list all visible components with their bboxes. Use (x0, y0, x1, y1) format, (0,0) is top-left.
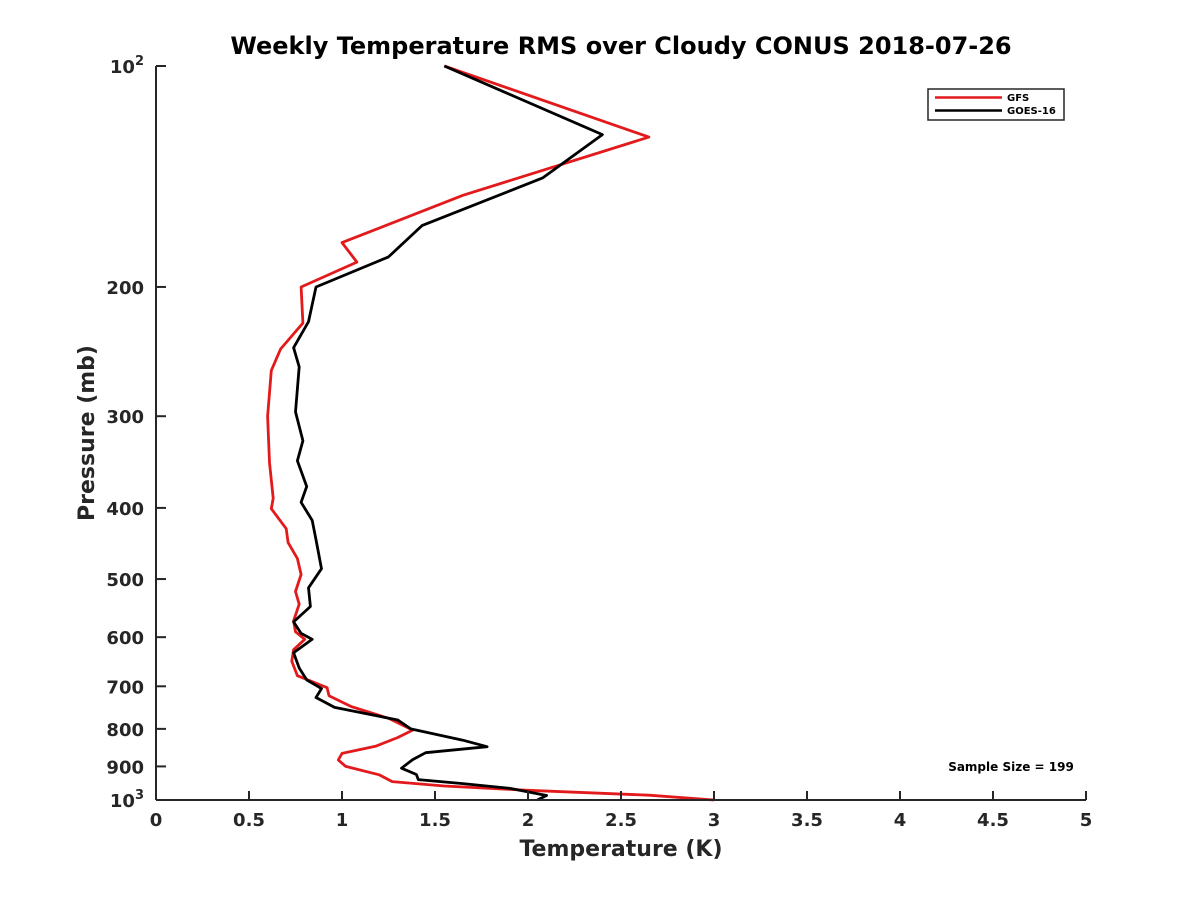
y-tick-label: 700 (106, 677, 144, 698)
y-tick-label: 300 (106, 407, 144, 428)
sample-size-annotation: Sample Size = 199 (948, 760, 1074, 774)
x-tick-label: 4.5 (977, 810, 1009, 831)
y-tick-label: 400 (106, 499, 144, 520)
legend-label-gfs: GFS (1007, 93, 1029, 104)
x-tick-label: 4 (894, 810, 907, 831)
x-tick-label: 5 (1080, 810, 1093, 831)
legend-label-goes-16: GOES-16 (1007, 106, 1056, 117)
x-tick-label: 0 (150, 810, 163, 831)
x-axis-label: Temperature (K) (519, 837, 722, 862)
y-tick-label: 500 (106, 570, 144, 591)
legend: GFS GOES-16 (927, 88, 1065, 121)
series-line-goes-16 (292, 64, 604, 802)
y-tick-label: 103 (110, 788, 144, 812)
x-ticks: 0 0.5 1 1.5 2 2.5 3 3.5 4 4.5 5 (150, 791, 1093, 831)
y-axis-label: Pressure (mb) (75, 345, 100, 521)
x-tick-label: 2 (522, 810, 535, 831)
x-tick-label: 1 (336, 810, 349, 831)
x-tick-label: 3 (708, 810, 721, 831)
y-tick-label: 900 (106, 757, 144, 778)
series-line-gfs (266, 64, 715, 802)
legend-box (927, 88, 1065, 121)
y-tick-label: 800 (106, 720, 144, 741)
series-layer (266, 64, 715, 802)
x-tick-label: 0.5 (233, 810, 265, 831)
x-tick-label: 2.5 (605, 810, 637, 831)
x-tick-label: 3.5 (791, 810, 823, 831)
chart-title: Weekly Temperature RMS over Cloudy CONUS… (230, 32, 1011, 60)
x-tick-label: 1.5 (419, 810, 451, 831)
y-tick-label: 200 (106, 278, 144, 299)
y-tick-label: 600 (106, 628, 144, 649)
